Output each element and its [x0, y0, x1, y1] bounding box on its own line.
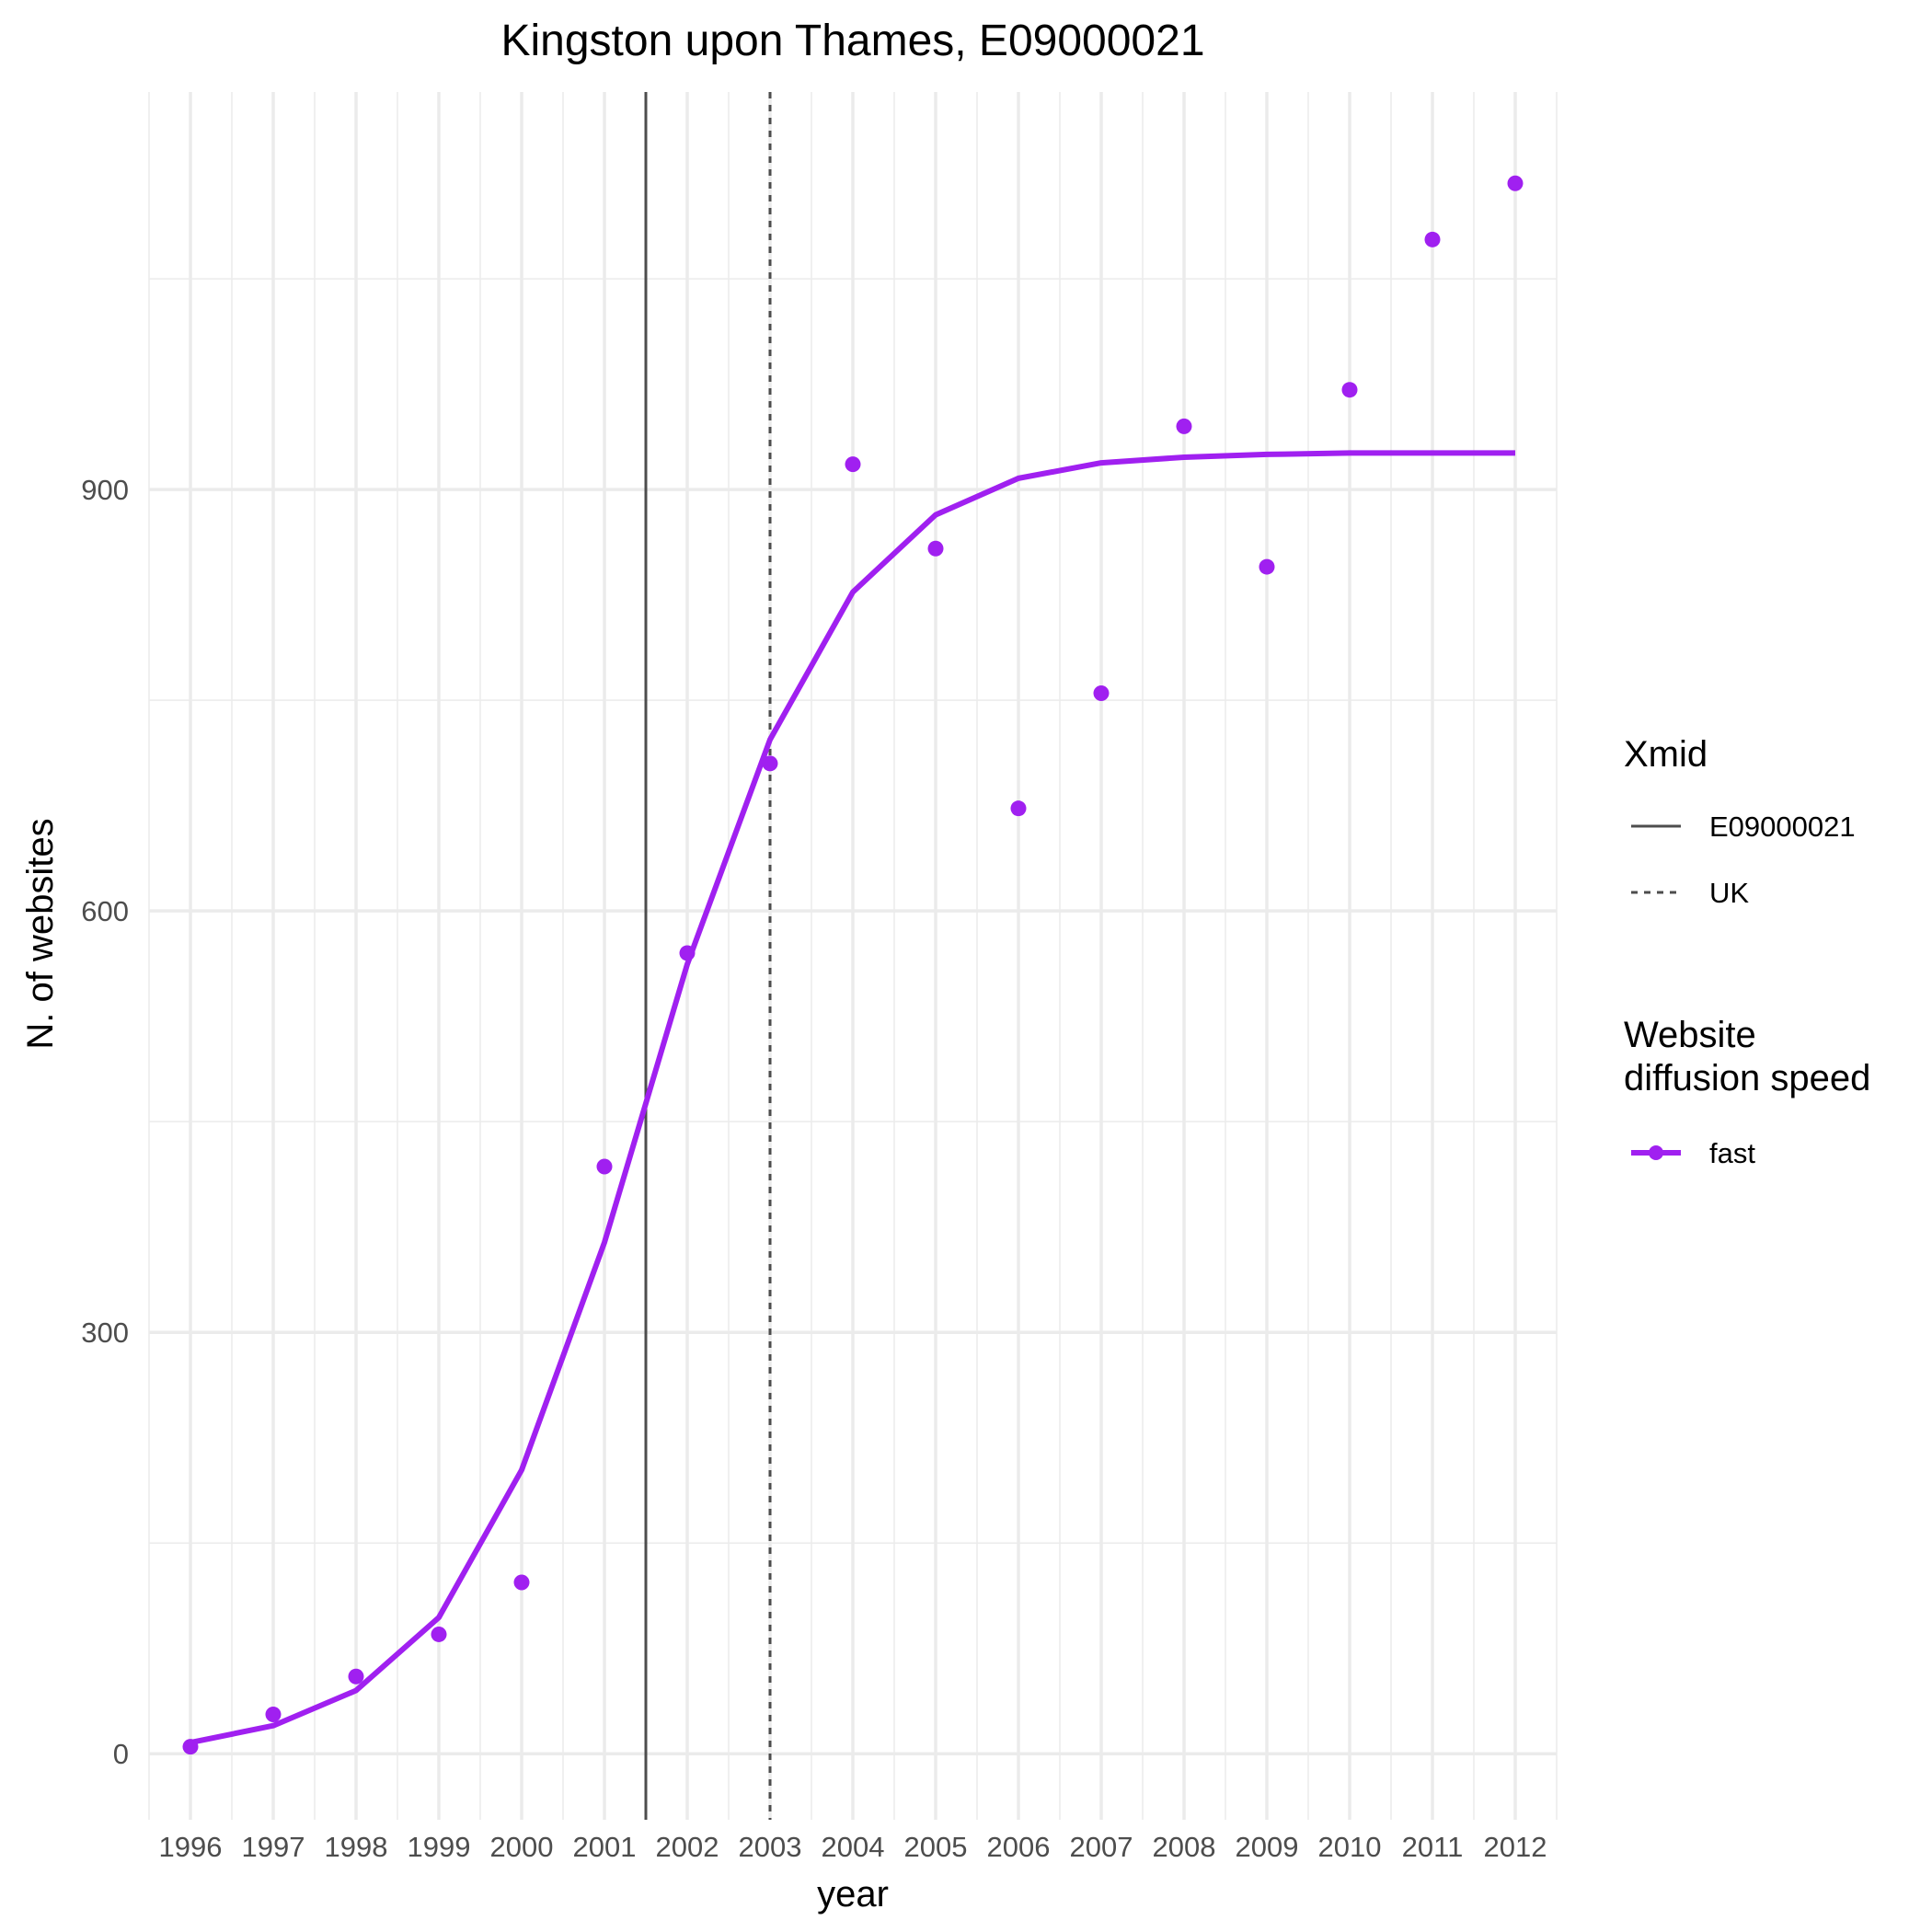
- x-tick-label: 2011: [1402, 1831, 1464, 1863]
- y-axis-title: N. of websites: [20, 818, 61, 1049]
- data-point: [513, 1574, 530, 1591]
- x-tick-label: 2004: [822, 1831, 885, 1863]
- reference-lines: [644, 92, 772, 1820]
- data-point: [1507, 175, 1524, 191]
- data-point: [845, 456, 861, 473]
- data-point: [1093, 684, 1110, 701]
- legend-item-e09000021: E09000021: [1709, 811, 1856, 843]
- legend-speed-title-line2: diffusion speed: [1624, 1058, 1870, 1098]
- data-point: [927, 540, 944, 557]
- data-point: [1259, 558, 1275, 575]
- y-tick-label: 900: [81, 474, 129, 506]
- series-line-fast: [190, 450, 1515, 1745]
- data-point: [679, 945, 696, 961]
- x-tick-label: 2012: [1484, 1831, 1547, 1863]
- y-tick-label: 600: [81, 895, 129, 927]
- data-point: [596, 1158, 613, 1175]
- legend-xmid-title: Xmid: [1624, 734, 1708, 775]
- legend-key-fast-point: [1649, 1145, 1663, 1160]
- x-tick-label: 1998: [325, 1831, 388, 1863]
- data-point: [1341, 382, 1358, 398]
- chart-title: Kingston upon Thames, E09000021: [500, 17, 1204, 65]
- data-point: [431, 1626, 447, 1642]
- data-point: [348, 1668, 364, 1685]
- data-point: [182, 1739, 199, 1755]
- x-tick-label: 1996: [159, 1831, 223, 1863]
- x-tick-label: 2003: [739, 1831, 802, 1863]
- x-tick-label: 2008: [1153, 1831, 1216, 1863]
- x-tick-label: 1997: [242, 1831, 305, 1863]
- data-point: [762, 755, 778, 772]
- x-tick-label: 2000: [490, 1831, 554, 1863]
- x-tick-label: 2009: [1236, 1831, 1299, 1863]
- y-tick-label: 0: [113, 1738, 129, 1770]
- grid: [148, 92, 1558, 1820]
- y-tick-label: 300: [81, 1317, 129, 1349]
- legend-speed-title-line1: Website: [1624, 1015, 1756, 1055]
- x-tick-label: 2005: [904, 1831, 968, 1863]
- data-point: [265, 1706, 282, 1722]
- x-tick-label: 2006: [987, 1831, 1051, 1863]
- legend-item-fast: fast: [1709, 1137, 1755, 1169]
- data-point: [1424, 231, 1441, 247]
- legend-item-uk: UK: [1709, 877, 1749, 909]
- legend: Xmid E09000021 UK Website diffusion spee…: [1624, 734, 1870, 1169]
- series: [182, 175, 1524, 1755]
- x-tick-label: 2001: [573, 1831, 637, 1863]
- data-point: [1176, 418, 1192, 434]
- x-tick-label: 2002: [656, 1831, 719, 1863]
- x-axis-title: year: [817, 1874, 889, 1915]
- tick-labels: 1996 1997 1998 1999 2000 2001 2002 2003 2004 2005…: [81, 474, 1547, 1863]
- x-tick-label: 2010: [1318, 1831, 1382, 1863]
- x-tick-label: 2007: [1070, 1831, 1133, 1863]
- data-point: [1010, 800, 1027, 817]
- x-tick-label: 1999: [408, 1831, 471, 1863]
